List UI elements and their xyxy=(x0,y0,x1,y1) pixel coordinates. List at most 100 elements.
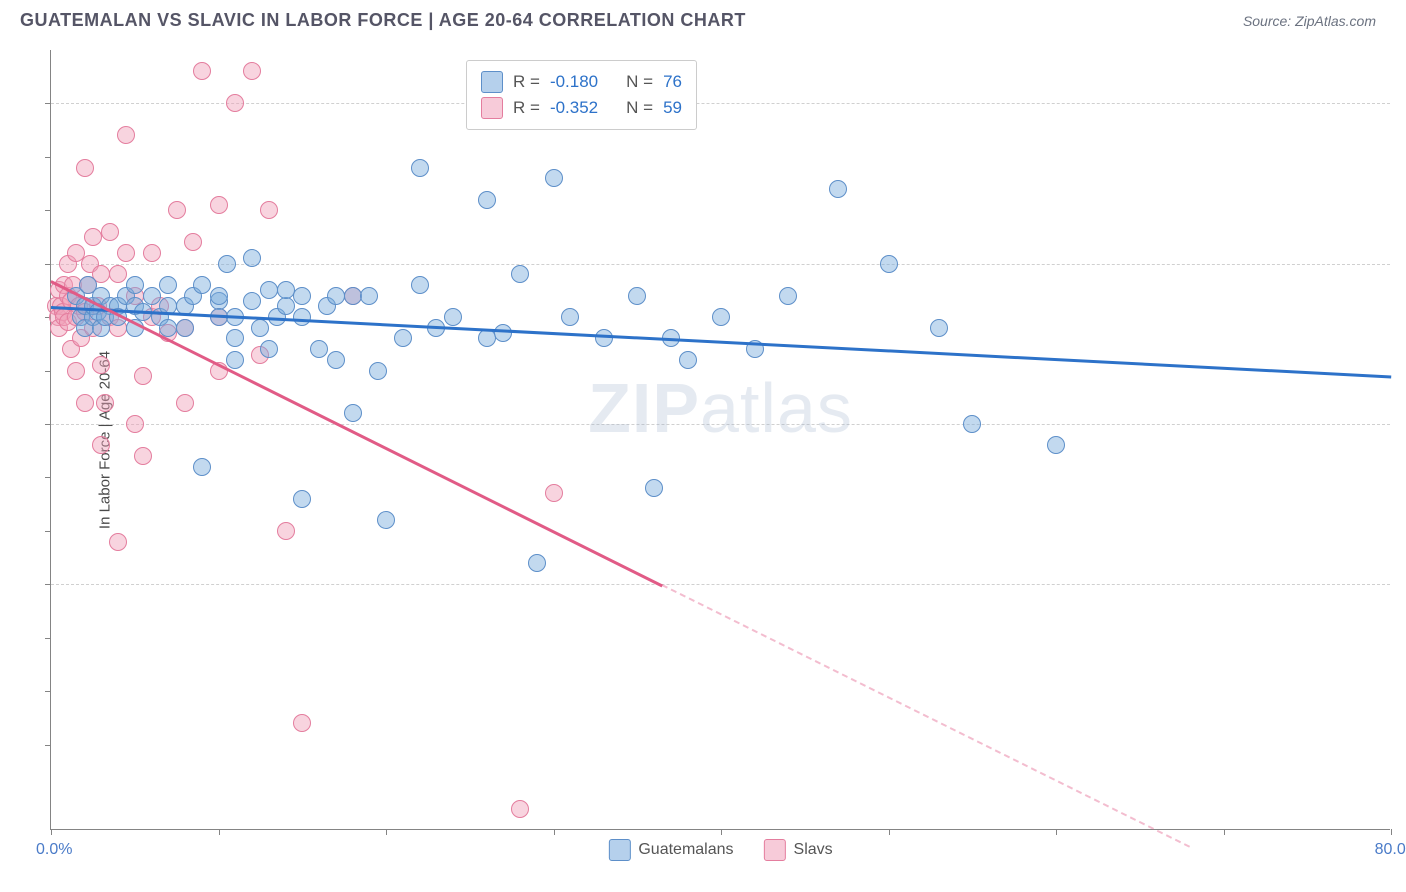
scatter-point-slavs xyxy=(193,62,211,80)
scatter-point-guatemalans xyxy=(226,351,244,369)
x-tick xyxy=(1391,829,1392,835)
scatter-point-guatemalans xyxy=(226,329,244,347)
scatter-point-guatemalans xyxy=(645,479,663,497)
scatter-point-guatemalans xyxy=(143,287,161,305)
scatter-point-slavs xyxy=(134,447,152,465)
y-tick xyxy=(45,210,51,211)
y-tick xyxy=(45,424,51,425)
scatter-point-guatemalans xyxy=(712,308,730,326)
scatter-point-guatemalans xyxy=(411,159,429,177)
scatter-point-slavs xyxy=(184,233,202,251)
scatter-point-slavs xyxy=(84,228,102,246)
scatter-point-slavs xyxy=(67,362,85,380)
scatter-point-guatemalans xyxy=(344,287,362,305)
scatter-point-guatemalans xyxy=(528,554,546,572)
scatter-point-slavs xyxy=(176,394,194,412)
x-tick xyxy=(889,829,890,835)
scatter-point-guatemalans xyxy=(310,340,328,358)
scatter-point-slavs xyxy=(76,159,94,177)
scatter-point-guatemalans xyxy=(880,255,898,273)
scatter-point-guatemalans xyxy=(293,287,311,305)
scatter-point-guatemalans xyxy=(494,324,512,342)
scatter-point-guatemalans xyxy=(159,319,177,337)
scatter-point-slavs xyxy=(92,356,110,374)
scatter-point-guatemalans xyxy=(293,490,311,508)
scatter-point-slavs xyxy=(117,126,135,144)
y-tick-label: 100.0% xyxy=(1400,94,1406,112)
swatch-pink-icon xyxy=(764,839,786,861)
scatter-point-slavs xyxy=(101,223,119,241)
scatter-point-guatemalans xyxy=(679,351,697,369)
scatter-point-guatemalans xyxy=(218,255,236,273)
scatter-point-guatemalans xyxy=(411,276,429,294)
scatter-point-guatemalans xyxy=(779,287,797,305)
scatter-point-guatemalans xyxy=(444,308,462,326)
chart-title: GUATEMALAN VS SLAVIC IN LABOR FORCE | AG… xyxy=(20,10,746,31)
scatter-point-guatemalans xyxy=(930,319,948,337)
scatter-point-guatemalans xyxy=(377,511,395,529)
scatter-point-guatemalans xyxy=(829,180,847,198)
scatter-point-guatemalans xyxy=(394,329,412,347)
scatter-point-slavs xyxy=(545,484,563,502)
scatter-point-guatemalans xyxy=(176,319,194,337)
x-tick xyxy=(51,829,52,835)
scatter-point-guatemalans xyxy=(478,329,496,347)
scatter-point-guatemalans xyxy=(1047,436,1065,454)
stats-legend: R = -0.180 N = 76 R = -0.352 N = 59 xyxy=(466,60,697,130)
scatter-point-guatemalans xyxy=(511,265,529,283)
x-tick xyxy=(219,829,220,835)
scatter-point-guatemalans xyxy=(210,287,228,305)
scatter-point-slavs xyxy=(226,94,244,112)
trendline-slavs-extrapolated xyxy=(662,584,1191,848)
swatch-pink-icon xyxy=(481,97,503,119)
scatter-point-slavs xyxy=(109,265,127,283)
scatter-point-guatemalans xyxy=(193,458,211,476)
scatter-point-slavs xyxy=(260,201,278,219)
scatter-point-slavs xyxy=(143,244,161,262)
scatter-point-guatemalans xyxy=(260,281,278,299)
x-tick xyxy=(386,829,387,835)
scatter-point-guatemalans xyxy=(561,308,579,326)
series-legend: Guatemalans Slavs xyxy=(608,839,832,861)
x-tick xyxy=(1056,829,1057,835)
scatter-point-guatemalans xyxy=(327,351,345,369)
gridline xyxy=(51,584,1390,585)
scatter-point-guatemalans xyxy=(595,329,613,347)
stats-row-guatemalans: R = -0.180 N = 76 xyxy=(481,69,682,95)
chart-plot-area: In Labor Force | Age 20-64 55.0%70.0%85.… xyxy=(50,50,1390,830)
scatter-point-guatemalans xyxy=(545,169,563,187)
y-tick xyxy=(45,103,51,104)
y-tick xyxy=(45,531,51,532)
scatter-point-guatemalans xyxy=(193,276,211,294)
scatter-point-slavs xyxy=(511,800,529,818)
scatter-point-slavs xyxy=(76,394,94,412)
y-tick-label: 55.0% xyxy=(1400,575,1406,593)
scatter-point-guatemalans xyxy=(327,287,345,305)
y-tick-label: 70.0% xyxy=(1400,415,1406,433)
scatter-point-slavs xyxy=(134,367,152,385)
y-tick xyxy=(45,691,51,692)
scatter-point-guatemalans xyxy=(277,297,295,315)
scatter-point-guatemalans xyxy=(159,276,177,294)
y-tick xyxy=(45,371,51,372)
y-tick xyxy=(45,157,51,158)
scatter-point-guatemalans xyxy=(277,281,295,299)
stats-row-slavs: R = -0.352 N = 59 xyxy=(481,95,682,121)
scatter-point-slavs xyxy=(293,714,311,732)
x-tick xyxy=(554,829,555,835)
y-tick xyxy=(45,745,51,746)
swatch-blue-icon xyxy=(481,71,503,93)
scatter-point-slavs xyxy=(96,394,114,412)
scatter-point-guatemalans xyxy=(360,287,378,305)
scatter-point-slavs xyxy=(277,522,295,540)
swatch-blue-icon xyxy=(608,839,630,861)
scatter-point-guatemalans xyxy=(369,362,387,380)
x-axis-max-label: 80.0% xyxy=(1375,841,1406,859)
scatter-point-slavs xyxy=(109,533,127,551)
y-tick xyxy=(45,264,51,265)
scatter-point-slavs xyxy=(168,201,186,219)
scatter-point-guatemalans xyxy=(251,319,269,337)
gridline xyxy=(51,424,1390,425)
y-tick xyxy=(45,638,51,639)
scatter-point-guatemalans xyxy=(293,308,311,326)
